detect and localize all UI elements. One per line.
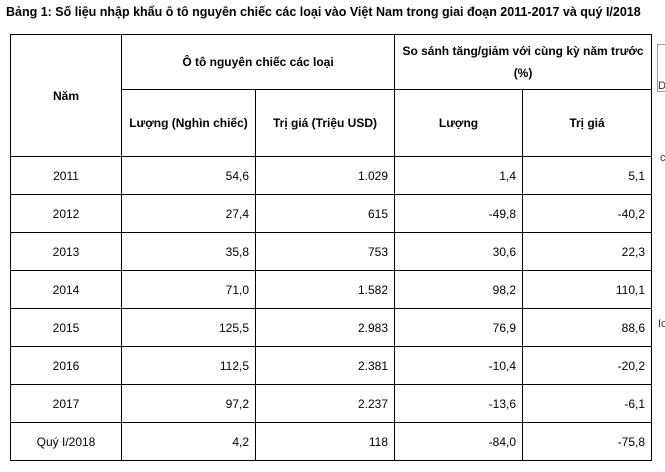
- value-change-cell: 22,3: [522, 232, 653, 271]
- quantity-cell: 54,6: [121, 156, 256, 195]
- quantity-change-column-header: Lượng: [394, 89, 524, 157]
- quantity-cell: 27,4: [121, 194, 256, 233]
- quantity-cell: 97,2: [121, 384, 256, 423]
- value-cell: 2.381: [254, 346, 396, 385]
- value-cell: 2.983: [254, 308, 396, 347]
- table-row: 2015 125,5 2.983 76,9 88,6: [10, 308, 653, 347]
- quantity-change-cell: -13,6: [394, 384, 524, 423]
- quantity-change-cell: -84,0: [394, 422, 524, 461]
- table-row: 2012 27,4 615 -49,8 -40,2: [10, 194, 653, 233]
- quantity-cell: 4,2: [121, 422, 256, 461]
- import-data-table: Năm Ô tô nguyên chiếc các loại So sánh t…: [10, 34, 653, 461]
- year-cell: 2017: [10, 384, 122, 423]
- page-edge-box: [657, 44, 665, 92]
- quantity-cell: 125,5: [121, 308, 256, 347]
- value-change-cell: -20,2: [522, 346, 653, 385]
- quantity-cell: 71,0: [121, 270, 256, 309]
- clipped-text-below: [0, 462, 665, 472]
- quantity-change-cell: -10,4: [394, 346, 524, 385]
- value-change-cell: 88,6: [522, 308, 653, 347]
- table-row: 2017 97,2 2.237 -13,6 -6,1: [10, 384, 653, 423]
- quantity-cell: 112,5: [121, 346, 256, 385]
- quantity-change-cell: 98,2: [394, 270, 524, 309]
- year-cell: 2011: [10, 156, 122, 195]
- table-row: 2014 71,0 1.582 98,2 110,1: [10, 270, 653, 309]
- page-edge-glyph-mid: c: [660, 152, 665, 164]
- cars-group-header: Ô tô nguyên chiếc các loại: [120, 34, 396, 90]
- table-row: 2013 35,8 753 30,6 22,3: [10, 232, 653, 271]
- value-cell: 1.582: [254, 270, 396, 309]
- quantity-column-header: Lượng (Nghìn chiếc): [121, 89, 256, 157]
- table-row: 2011 54,6 1.029 1,4 5,1: [10, 156, 653, 195]
- quantity-change-cell: 30,6: [394, 232, 524, 271]
- year-cell: 2016: [10, 346, 122, 385]
- quantity-change-cell: 1,4: [394, 156, 524, 195]
- year-cell: 2014: [10, 270, 122, 309]
- year-column-header: Năm: [10, 34, 122, 157]
- table-row: Quý I/2018 4,2 118 -84,0 -75,8: [10, 422, 653, 461]
- year-cell: 2012: [10, 194, 122, 233]
- comparison-group-header: So sánh tăng/giảm với cùng kỳ năm trước …: [394, 34, 653, 90]
- value-cell: 118: [254, 422, 396, 461]
- value-change-cell: -75,8: [522, 422, 653, 461]
- value-change-cell: 5,1: [522, 156, 653, 195]
- value-change-column-header: Trị giá: [522, 89, 653, 157]
- value-cell: 615: [254, 194, 396, 233]
- quantity-change-cell: -49,8: [394, 194, 524, 233]
- table-caption: Bảng 1: Số liệu nhập khẩu ô tô nguyên ch…: [6, 5, 641, 19]
- value-change-cell: 110,1: [522, 270, 653, 309]
- quantity-change-cell: 76,9: [394, 308, 524, 347]
- value-cell: 1.029: [254, 156, 396, 195]
- value-column-header: Trị giá (Triệu USD): [254, 89, 396, 157]
- table-row: 2016 112,5 2.381 -10,4 -20,2: [10, 346, 653, 385]
- year-cell: 2015: [10, 308, 122, 347]
- value-cell: 753: [254, 232, 396, 271]
- value-change-cell: -40,2: [522, 194, 653, 233]
- year-cell: Quý I/2018: [10, 422, 122, 461]
- page-edge-glyph-low: Ic: [658, 318, 665, 330]
- value-cell: 2.237: [254, 384, 396, 423]
- quantity-cell: 35,8: [121, 232, 256, 271]
- page-edge-glyph-top: D: [658, 80, 665, 92]
- value-change-cell: -6,1: [522, 384, 653, 423]
- year-cell: 2013: [10, 232, 122, 271]
